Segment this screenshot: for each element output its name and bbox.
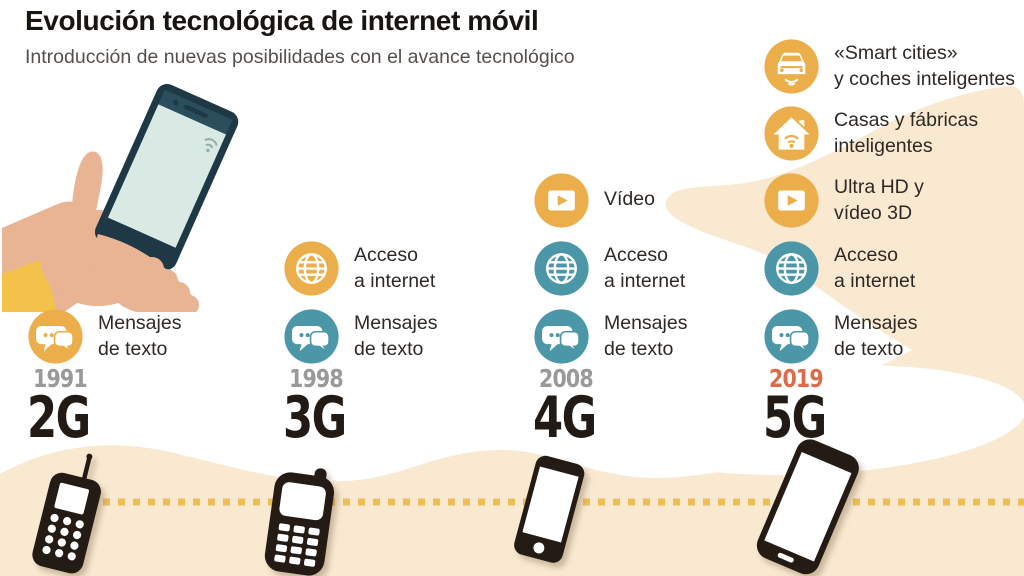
globe-icon xyxy=(533,240,590,297)
feature-label: Mensajes xyxy=(98,312,182,334)
feature-label: Mensajes xyxy=(604,312,688,334)
feature-label: de texto xyxy=(604,338,674,360)
video-play-icon xyxy=(533,172,590,229)
feature-label: Ultra HD y xyxy=(834,176,924,198)
smartphone-icon xyxy=(498,450,598,575)
year-label-5g: 2019 xyxy=(769,364,824,393)
feature-label: a internet xyxy=(354,270,436,292)
feature-label: de texto xyxy=(354,338,424,360)
chat-bubbles-icon xyxy=(533,308,590,365)
feature-4g-sms: Mensajes de texto xyxy=(533,308,687,365)
brick-phone-icon xyxy=(16,448,126,576)
smart-home-icon xyxy=(763,105,820,162)
smart-car-icon xyxy=(763,38,820,95)
feature-label: y coches inteligentes xyxy=(834,68,1016,90)
globe-icon xyxy=(763,240,820,297)
feature-4g-internet: Acceso a internet xyxy=(533,240,685,297)
generation-label-2g: 2G xyxy=(27,385,91,451)
feature-phone-icon xyxy=(250,460,350,576)
feature-label: Vídeo xyxy=(604,188,655,210)
feature-5g-smart: «Smart cities» y coches inteligentes xyxy=(763,38,1015,95)
feature-label: «Smart cities» xyxy=(834,42,958,64)
feature-label: Casas y fábricas xyxy=(834,109,979,131)
page-title: Evolución tecnológica de internet móvil xyxy=(25,5,539,36)
feature-label: Acceso xyxy=(834,244,898,266)
feature-4g-video: Vídeo xyxy=(533,172,655,229)
year-label-2g: 1991 xyxy=(33,364,88,393)
feature-5g-sms: Mensajes de texto xyxy=(763,308,917,365)
generation-label-4g: 4G xyxy=(533,385,597,451)
chat-bubbles-icon xyxy=(763,308,820,365)
feature-2g-sms: Mensajes de texto xyxy=(27,308,181,365)
feature-label: Mensajes xyxy=(834,312,918,334)
feature-label: Mensajes xyxy=(354,312,438,334)
globe-icon xyxy=(283,240,340,297)
chat-bubbles-icon xyxy=(283,308,340,365)
year-label-4g: 2008 xyxy=(539,364,594,393)
feature-label: a internet xyxy=(604,270,686,292)
feature-label: Acceso xyxy=(604,244,668,266)
video-play-icon xyxy=(763,172,820,229)
white-highlight-blob xyxy=(610,364,1024,476)
generation-label-5g: 5G xyxy=(763,385,827,451)
large-smartphone-icon xyxy=(740,436,870,576)
year-label-3g: 1998 xyxy=(289,364,344,393)
hand-holding-smartphone-illustration xyxy=(2,83,239,312)
chat-bubbles-icon xyxy=(27,308,84,365)
feature-label: de texto xyxy=(98,338,168,360)
feature-3g-internet: Acceso a internet xyxy=(283,240,435,297)
feature-label: Acceso xyxy=(354,244,418,266)
feature-label: a internet xyxy=(834,270,916,292)
feature-label: de texto xyxy=(834,338,904,360)
feature-label: vídeo 3D xyxy=(834,202,913,224)
feature-5g-video: Ultra HD y vídeo 3D xyxy=(763,172,924,229)
feature-5g-home: Casas y fábricas inteligentes xyxy=(763,105,978,162)
feature-5g-internet: Acceso a internet xyxy=(763,240,915,297)
generation-label-3g: 3G xyxy=(283,385,347,451)
feature-label: inteligentes xyxy=(834,135,933,157)
feature-3g-sms: Mensajes de texto xyxy=(283,308,437,365)
page-subtitle: Introducción de nuevas posibilidades con… xyxy=(25,46,575,68)
